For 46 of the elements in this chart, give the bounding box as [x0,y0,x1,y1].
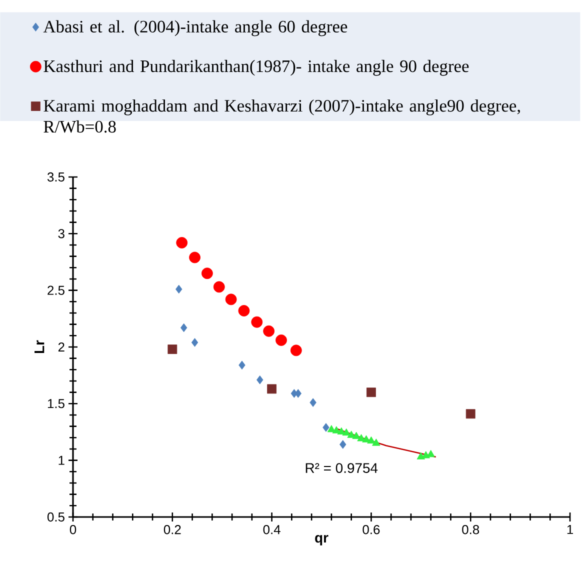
point [238,305,250,316]
point [256,375,264,384]
point [168,344,178,354]
legend-label: Abasi et al. (2004)-intake angle 60 degree [43,20,348,36]
point [189,252,200,264]
point [466,409,476,419]
point [290,344,302,356]
y-tick-label: 1.5 [48,399,64,408]
x-tick-label: 0.4 [263,525,280,534]
point [213,281,225,293]
point [340,440,346,449]
y-tick-label: 2 [58,342,64,352]
point [366,388,376,398]
legend-label: Karami moghaddam and Keshavarzi (2007)-intake angle90 degree, R/Wb=0.8 [44,99,520,133]
point [322,423,330,432]
point [372,438,380,446]
point [238,360,246,370]
point [251,316,263,328]
y-tick-label: 0.5 [47,512,64,522]
point [180,323,188,332]
x-tick-label: 0.2 [164,525,181,534]
point [176,237,188,248]
point [362,435,370,442]
point [263,325,275,337]
point [191,338,198,347]
x-tick-label: 0 [70,525,76,534]
annotation: R² = 0.9754 [306,463,378,473]
point [176,284,182,294]
point [267,384,276,394]
y-tick-label: 1 [58,456,64,465]
point [276,334,287,346]
x-axis-title: qr [315,535,328,546]
point [352,432,360,439]
x-tick-label: 0.8 [462,525,480,534]
y-tick-label: 3 [58,229,64,238]
x-tick-label: 0.6 [362,525,380,534]
y-axis-title: Lr [34,340,44,354]
point [342,428,350,436]
y-tick-label: 2.5 [48,286,64,295]
x-tick-label: 1 [567,525,573,534]
point [367,436,376,444]
legend-label: Kasthuri and Pundarikanthan(1987)- intake angle 90 degree [44,60,469,76]
point [310,398,316,407]
point [225,294,237,306]
point [201,268,213,280]
y-tick-label: 3.5 [47,172,64,182]
